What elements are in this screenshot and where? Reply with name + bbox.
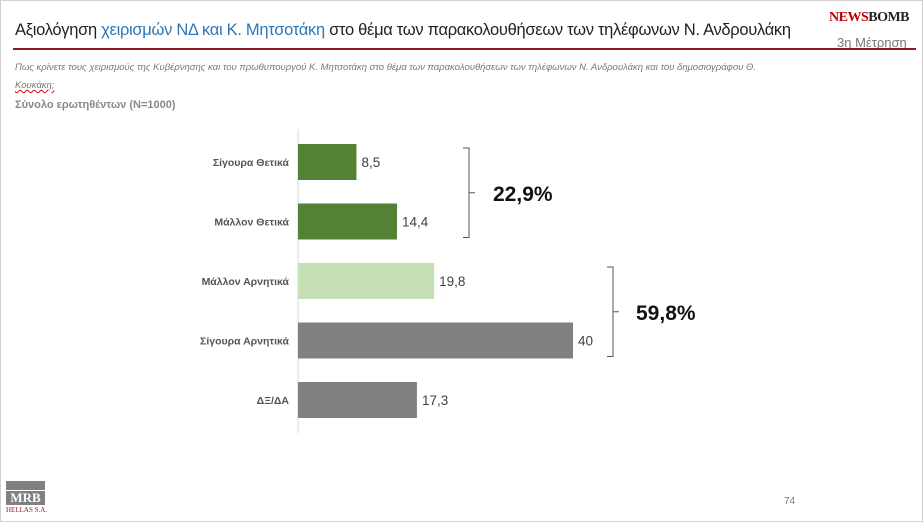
group-bracket bbox=[607, 266, 619, 357]
category-label: Μάλλον Θετικά bbox=[214, 217, 289, 229]
group-total-label: 59,8% bbox=[636, 302, 696, 325]
title-highlight: χειρισμών ΝΔ και Κ. Μητσοτάκη bbox=[101, 21, 325, 39]
bar bbox=[298, 322, 573, 359]
mrb-logo: MRB HELLAS S.A. bbox=[6, 481, 47, 514]
bar bbox=[298, 263, 435, 299]
value-label: 40 bbox=[578, 334, 593, 349]
group-total-label: 22,9% bbox=[493, 183, 553, 206]
measurement-label: 3η Μέτρηση bbox=[837, 35, 907, 50]
category-label: Σίγουρα Αρνητικά bbox=[200, 336, 290, 348]
title-post: στο θέμα των παρακολουθήσεων των τηλέφων… bbox=[324, 21, 791, 39]
category-label: Μάλλον Αρνητικά bbox=[202, 276, 290, 288]
value-label: 8,5 bbox=[361, 155, 380, 170]
group-bracket bbox=[463, 147, 475, 238]
question-text: Πως κρίνετε τους χειρισμούς της Κυβέρνησ… bbox=[15, 62, 757, 91]
page-number: 74 bbox=[784, 496, 796, 507]
slide-title: Αξιολόγηση χειρισμών ΝΔ και Κ. Μητσοτάκη… bbox=[15, 21, 791, 40]
value-label: 19,8 bbox=[439, 274, 465, 289]
bar bbox=[298, 382, 417, 418]
category-label: Σίγουρα Θετικά bbox=[213, 157, 290, 169]
bar bbox=[298, 144, 357, 180]
category-label: ΔΞ/ΔΑ bbox=[257, 395, 290, 407]
title-divider bbox=[13, 48, 916, 50]
newsbomb-logo: NEWSBOMB bbox=[829, 10, 910, 25]
sample-size: Σύνολο ερωτηθέντων (Ν=1000) bbox=[15, 99, 176, 111]
value-label: 17,3 bbox=[422, 393, 448, 408]
bar bbox=[298, 203, 397, 240]
value-label: 14,4 bbox=[402, 215, 429, 230]
title-pre: Αξιολόγηση bbox=[15, 21, 102, 39]
